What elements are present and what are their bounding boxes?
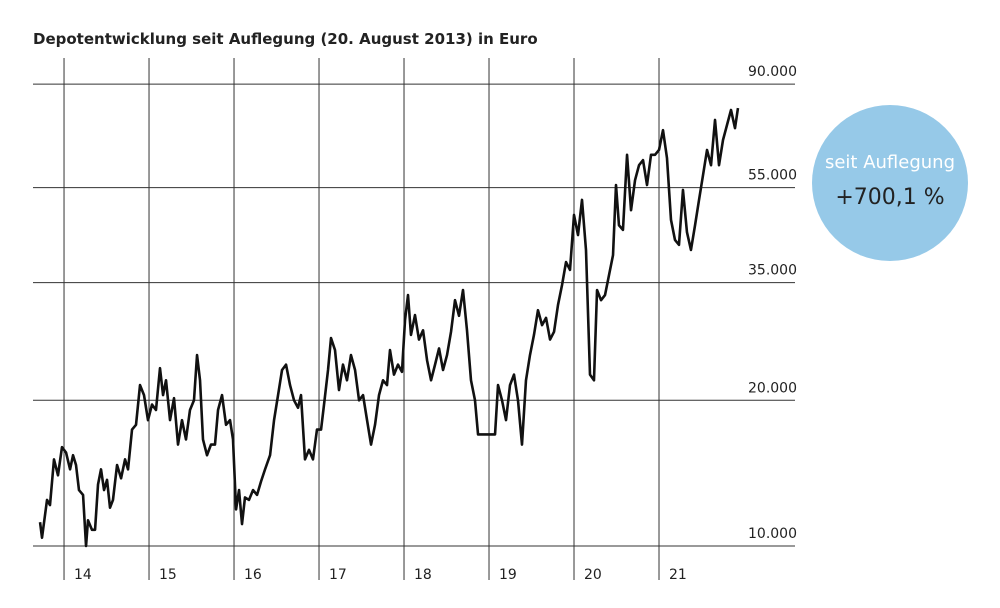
annotation-badge [812, 105, 968, 261]
x-tick-label: 20 [584, 567, 602, 583]
annotation-text: seit Auflegung [825, 152, 955, 173]
x-tick-label: 15 [159, 567, 177, 583]
x-tick-label: 16 [244, 567, 262, 583]
x-tick-label: 17 [329, 567, 347, 583]
price-line [38, 107, 740, 548]
y-tick-label: 55.000 [748, 168, 797, 184]
x-tick-label: 14 [74, 567, 92, 583]
y-tick-label: 10.000 [748, 526, 797, 542]
x-tick-label: 18 [414, 567, 432, 583]
y-tick-label: 90.000 [748, 64, 797, 80]
annotation-value: +700,1 % [835, 185, 944, 210]
x-tick-label: 19 [499, 567, 517, 583]
y-tick-label: 20.000 [748, 380, 797, 396]
y-tick-label: 35.000 [748, 263, 797, 279]
chart-title: Depotentwicklung seit Auflegung (20. Aug… [33, 30, 538, 48]
x-tick-label: 21 [669, 567, 687, 583]
